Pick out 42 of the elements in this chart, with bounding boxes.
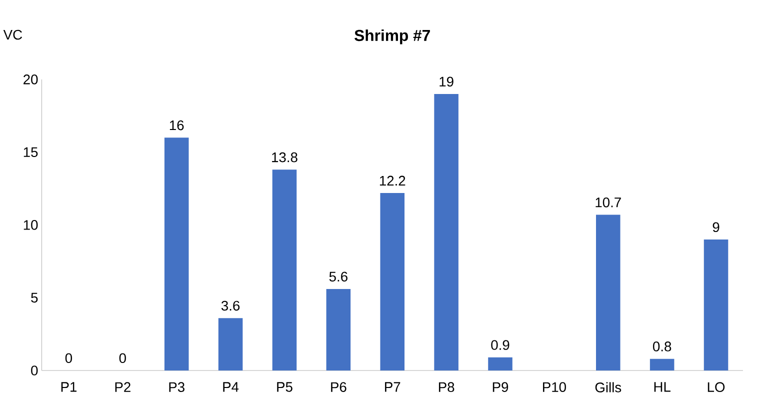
x-tick-label: P9	[492, 382, 508, 392]
x-tick-label: P8	[438, 382, 454, 392]
bar	[326, 288, 351, 370]
x-tick-label: P1	[61, 382, 77, 392]
bar	[488, 357, 512, 370]
x-tick-label: P4	[223, 382, 239, 392]
bar	[650, 358, 674, 370]
data-label: 16	[170, 120, 184, 130]
data-label: 5.6	[329, 272, 348, 282]
data-label: 9	[712, 222, 720, 232]
y-tick-label: 20	[24, 74, 38, 84]
bar	[380, 192, 405, 370]
data-label: 13.8	[272, 152, 298, 162]
x-tick-label: HL	[654, 382, 670, 392]
bar	[434, 94, 458, 370]
bar	[218, 318, 243, 370]
y-axis-title: VC	[3, 30, 22, 40]
data-label: 0	[119, 353, 126, 363]
y-tick-label: 15	[24, 147, 38, 157]
chart-title: Shrimp #7	[354, 29, 430, 44]
x-tick-label: P10	[543, 382, 566, 392]
data-label: 0.9	[491, 340, 510, 350]
y-tick-label: 5	[31, 292, 38, 302]
data-label: 12.2	[380, 176, 406, 186]
data-label: 3.6	[221, 300, 240, 311]
data-label: 0	[65, 353, 72, 363]
x-tick-label: P5	[277, 382, 292, 392]
x-tick-label: P2	[115, 382, 130, 392]
data-label: 19	[440, 76, 454, 86]
bar	[164, 138, 189, 370]
data-label: 10.7	[596, 197, 621, 208]
y-tick-label: 0	[31, 366, 38, 376]
x-tick-label: P6	[331, 382, 346, 392]
x-tick-label: P3	[169, 382, 184, 392]
x-tick-label: P7	[385, 382, 400, 392]
x-tick-label: Gills	[595, 382, 622, 392]
bar	[704, 239, 728, 370]
x-tick-label: LO	[708, 382, 725, 392]
bar	[596, 214, 620, 370]
y-tick-label: 10	[24, 220, 38, 230]
data-label: 0.8	[652, 341, 672, 352]
bar	[272, 170, 297, 370]
